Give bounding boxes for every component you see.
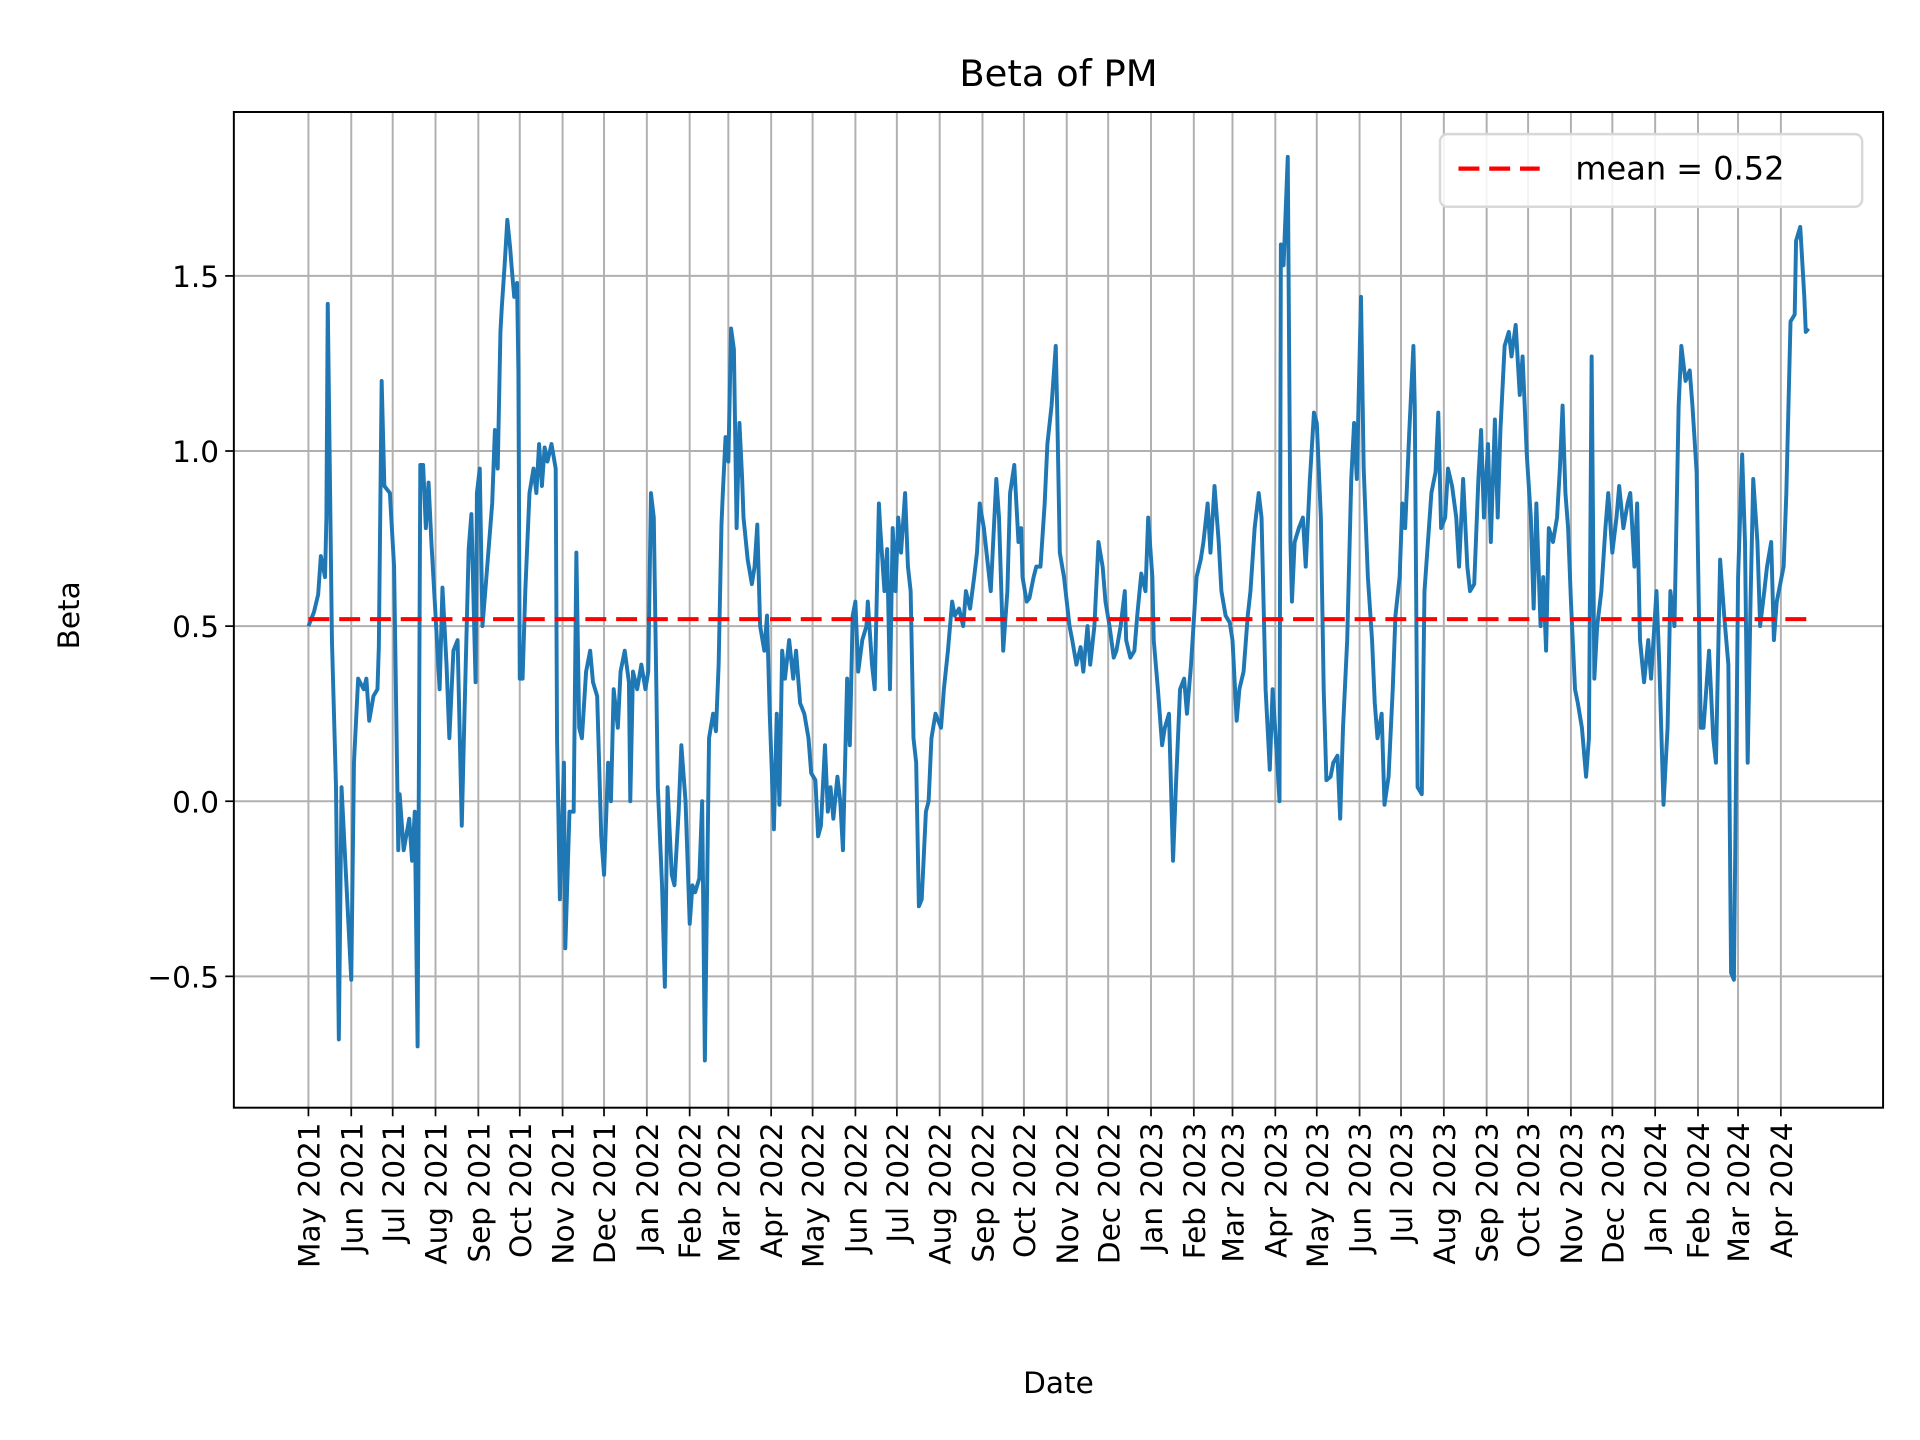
x-tick-label: Mar 2023 <box>1217 1122 1251 1262</box>
y-tick-label: 1.0 <box>172 435 219 469</box>
x-tick-label: Oct 2021 <box>504 1122 538 1258</box>
x-tick-label: Sep 2021 <box>462 1122 496 1262</box>
y-tick-label: 0.5 <box>172 610 219 644</box>
x-tick-label: Mar 2024 <box>1722 1122 1756 1262</box>
x-tick-label: Apr 2024 <box>1765 1122 1799 1258</box>
series-layer <box>306 154 1811 1063</box>
x-tick-label: Dec 2023 <box>1596 1122 1630 1264</box>
x-axis-label: Date <box>1023 1366 1094 1400</box>
x-tick-label: Aug 2023 <box>1428 1122 1462 1264</box>
x-tick-label: Nov 2021 <box>547 1122 581 1264</box>
x-tick-label: Feb 2023 <box>1178 1122 1212 1259</box>
x-tick-label: Oct 2023 <box>1512 1122 1546 1258</box>
beta-series-line <box>306 154 1811 1063</box>
x-tick-label: Apr 2022 <box>755 1122 789 1258</box>
x-tick-label: Aug 2021 <box>420 1122 454 1264</box>
x-tick-label: Oct 2022 <box>1008 1122 1042 1258</box>
chart-title: Beta of PM <box>959 52 1157 95</box>
legend: mean = 0.52 <box>1438 132 1864 209</box>
plot-frame <box>232 111 1885 1109</box>
x-tick-label: Dec 2021 <box>588 1122 622 1264</box>
x-tick-label: Sep 2022 <box>967 1122 1001 1262</box>
x-tick-label: May 2021 <box>293 1122 327 1268</box>
y-axis-label: Beta <box>52 581 86 649</box>
x-tick-label: Feb 2022 <box>674 1122 708 1259</box>
y-tick-label: 0.0 <box>172 785 219 819</box>
x-axis-ticks: May 2021 Jun 2021 Jul 2021 Aug 2021 Sep 2021… <box>293 1107 1799 1268</box>
x-tick-label: Apr 2023 <box>1259 1122 1293 1258</box>
x-tick-label: Jul 2022 <box>881 1122 915 1244</box>
legend-mean-label: mean = 0.52 <box>1575 150 1784 188</box>
x-tick-label: Sep 2023 <box>1471 1122 1505 1262</box>
x-tick-label: Nov 2023 <box>1555 1122 1589 1264</box>
x-tick-label: Jan 2024 <box>1639 1122 1673 1254</box>
y-tick-label: −0.5 <box>147 960 219 994</box>
x-tick-label: Nov 2022 <box>1051 1122 1085 1264</box>
x-tick-label: Dec 2022 <box>1092 1122 1126 1264</box>
x-tick-label: Jan 2022 <box>631 1122 665 1254</box>
x-tick-label: Jul 2021 <box>377 1122 411 1244</box>
y-axis-ticks: 1.5 1.0 0.5 0.0 −0.5 <box>147 260 234 994</box>
x-tick-label: Jun 2022 <box>839 1122 873 1255</box>
x-tick-label: Aug 2022 <box>924 1122 958 1264</box>
grid-lines <box>233 112 1884 1108</box>
x-tick-label: Jan 2023 <box>1135 1122 1169 1254</box>
x-tick-label: May 2022 <box>797 1122 831 1268</box>
legend-box <box>1438 132 1864 209</box>
x-tick-label: Feb 2024 <box>1682 1122 1716 1259</box>
x-tick-label: Mar 2022 <box>712 1122 746 1262</box>
x-tick-label: Jun 2021 <box>335 1122 369 1255</box>
x-tick-label: Jun 2023 <box>1344 1122 1378 1255</box>
y-tick-label: 1.5 <box>172 260 219 294</box>
x-tick-label: Jul 2023 <box>1385 1122 1419 1244</box>
x-tick-label: May 2023 <box>1301 1122 1335 1268</box>
